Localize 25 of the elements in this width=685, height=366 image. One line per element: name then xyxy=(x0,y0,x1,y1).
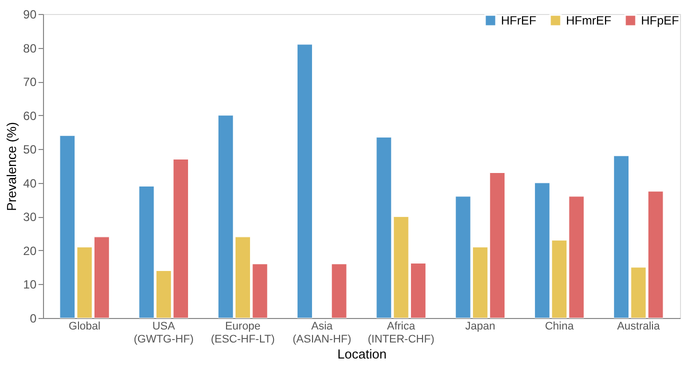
y-axis-title: Prevalence (%) xyxy=(4,122,20,211)
y-tick-label: 30 xyxy=(23,210,37,224)
y-tick-label: 40 xyxy=(23,176,37,190)
y-tick-label: 20 xyxy=(23,244,37,258)
x-axis-title: Location xyxy=(337,346,387,362)
bar xyxy=(297,44,313,318)
x-tick-label: China xyxy=(544,320,575,332)
legend-label: HFmrEF xyxy=(566,14,612,28)
x-tick-label: Global xyxy=(68,320,100,332)
bar xyxy=(331,264,347,318)
x-tick-label: Africa (INTER-CHF) xyxy=(368,320,434,346)
y-tick-label: 60 xyxy=(23,108,37,123)
legend-label: HFpEF xyxy=(641,14,680,28)
x-tick-label: USA (GWTG-HF) xyxy=(134,320,194,346)
legend-label: HFrEF xyxy=(501,14,536,28)
x-tick-label: Japan xyxy=(465,320,496,332)
x-tick-label: Asia (ASIAN-HF) xyxy=(292,320,352,346)
y-tick-label: 0 xyxy=(30,312,37,326)
y-tick-label: 50 xyxy=(23,142,37,157)
y-tick-label: 10 xyxy=(23,278,37,292)
y-tick-label: 80 xyxy=(23,41,37,56)
y-tick-label: 70 xyxy=(23,75,37,90)
x-tick-label: Europe (ESC-HF-LT) xyxy=(210,320,275,346)
y-tick-label: 90 xyxy=(23,8,37,22)
x-tick-label: Australia xyxy=(617,320,661,332)
